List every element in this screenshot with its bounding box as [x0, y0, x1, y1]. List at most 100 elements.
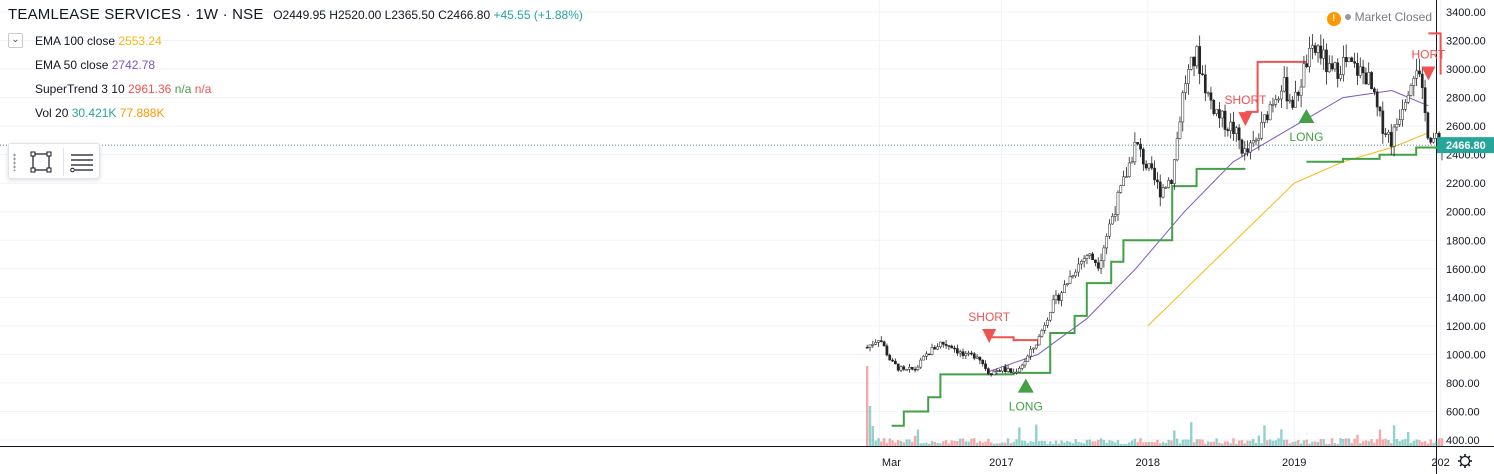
candle-body — [1181, 92, 1185, 123]
volume-bar — [1294, 441, 1297, 446]
candle-body — [1384, 133, 1387, 135]
candle-body — [885, 345, 889, 356]
volume-bar — [899, 441, 903, 446]
settings-lines-icon[interactable] — [69, 150, 95, 174]
candle-body — [1418, 70, 1421, 75]
candle-body — [1164, 187, 1168, 189]
candle-body — [958, 351, 962, 354]
gear-ring — [1459, 455, 1471, 467]
candle-body — [1105, 236, 1109, 249]
short-signal-label: SHORT — [1225, 93, 1267, 107]
volume-bar — [1367, 441, 1370, 446]
volume-bar — [933, 441, 937, 446]
volume-bar — [1113, 442, 1117, 446]
candle-body — [987, 368, 990, 374]
volume-bar — [1232, 438, 1235, 446]
candle-body — [1404, 102, 1407, 110]
price-tick-label: 2200.00 — [1446, 178, 1486, 190]
price-tick-label: 3200.00 — [1446, 36, 1486, 48]
symbol-title[interactable]: TEAMLEASE SERVICES · 1W · NSE — [8, 6, 264, 23]
volume-bar — [1291, 442, 1294, 446]
volume-bar — [905, 439, 908, 446]
candle-body — [1009, 368, 1013, 373]
indicator-ema50[interactable]: EMA 50 close 2742.78 — [35, 58, 156, 72]
candle-body — [1125, 176, 1128, 178]
volume-bar — [987, 438, 990, 446]
candle-body — [916, 366, 920, 370]
volume-bar — [1266, 440, 1269, 446]
collapse-legend-chevron-icon[interactable]: ⌄ — [8, 33, 23, 48]
candle-body — [1032, 347, 1035, 350]
volume-bar — [1201, 439, 1204, 446]
candle-body — [1012, 372, 1016, 374]
volume-bar — [880, 441, 883, 446]
candle-body — [1263, 114, 1266, 123]
candle-body — [1206, 92, 1210, 95]
volume-bar — [1373, 442, 1376, 446]
volume-bar — [1370, 439, 1373, 446]
rectangle-tool-icon[interactable] — [29, 150, 53, 174]
price-tick-label: 1400.00 — [1446, 292, 1486, 304]
candle-body — [1175, 138, 1179, 161]
candle-body — [1251, 140, 1255, 144]
volume-bar — [1282, 439, 1286, 446]
candle-body — [1296, 92, 1300, 96]
candle-body — [922, 355, 925, 361]
candle-body — [1119, 185, 1123, 193]
candlesticks — [865, 34, 1444, 377]
volume-bar — [902, 442, 906, 446]
candle-body — [1423, 87, 1427, 113]
candle-body — [919, 359, 923, 368]
candle-body — [1020, 364, 1024, 369]
candle-body — [1054, 294, 1058, 301]
candle-body — [1229, 121, 1233, 132]
candle-body — [1395, 124, 1399, 128]
candle-body — [891, 359, 894, 362]
volume-bars — [866, 366, 1444, 446]
candle-body — [1243, 148, 1247, 154]
volume-bar — [1423, 441, 1427, 446]
candle-body — [1237, 127, 1241, 141]
price-tick-label: 2000.00 — [1446, 207, 1486, 219]
volume-bar — [1319, 439, 1323, 446]
candle-body — [1192, 56, 1196, 67]
indicator-ema100[interactable]: EMA 100 close 2553.24 — [35, 34, 162, 48]
candle-body — [1015, 371, 1018, 374]
volume-bar — [1085, 439, 1089, 446]
volume-bar — [1325, 443, 1328, 446]
volume-bar — [1035, 424, 1038, 446]
candle-body — [1339, 74, 1342, 79]
volume-bar — [1288, 443, 1292, 446]
volume-bar — [961, 438, 965, 446]
candle-body — [1308, 48, 1311, 68]
volume-bar — [1240, 440, 1244, 446]
volume-bar — [1390, 443, 1393, 446]
volume-bar — [1040, 440, 1044, 446]
volume-bar — [1192, 442, 1196, 446]
indicator-volume[interactable]: Vol 20 30.421K 77.888K — [35, 106, 165, 120]
settings-gear-icon[interactable] — [1458, 454, 1472, 468]
candle-body — [995, 370, 999, 372]
drawing-toolbox — [8, 143, 100, 179]
candle-body — [871, 344, 875, 346]
candle-body — [1003, 366, 1007, 372]
candle-body — [1406, 95, 1410, 103]
volume-bar — [1091, 441, 1094, 446]
volume-bar — [1305, 439, 1308, 446]
candle-body — [978, 356, 982, 361]
volume-bar — [1260, 443, 1263, 446]
indicator-supertrend[interactable]: SuperTrend 3 10 2961.36 n/a n/a — [35, 82, 212, 96]
candle-body — [1409, 85, 1413, 96]
volume-bar — [1361, 441, 1365, 446]
candle-body — [950, 345, 954, 349]
candle-body — [1415, 70, 1418, 79]
volume-bar — [1378, 429, 1382, 446]
volume-bar — [1226, 441, 1230, 446]
candle-body — [1150, 163, 1154, 169]
drag-grip-icon[interactable] — [13, 153, 16, 171]
volume-bar — [1311, 441, 1314, 446]
candle-body — [1133, 142, 1137, 163]
volume-bar — [1051, 443, 1055, 446]
warning-icon[interactable]: ! — [1326, 12, 1341, 26]
